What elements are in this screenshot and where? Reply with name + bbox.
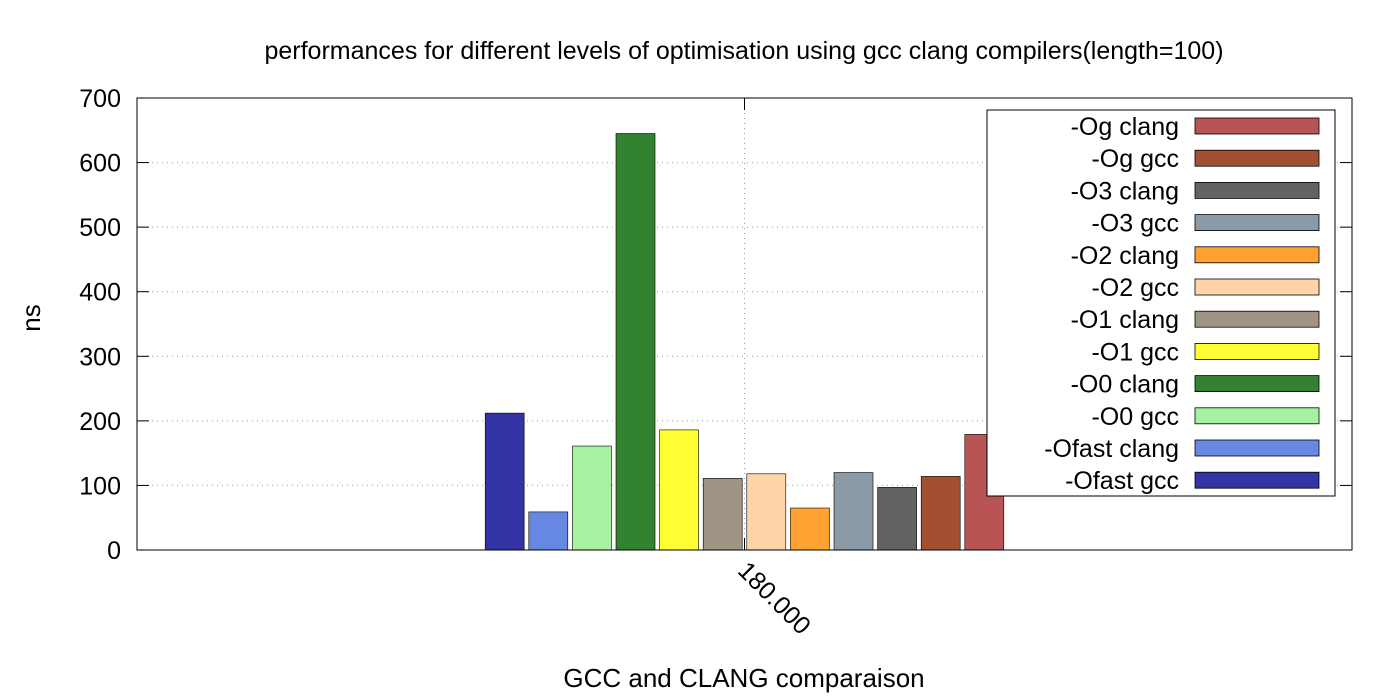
legend-label: -O1 gcc: [1091, 338, 1179, 366]
legend-swatch: [1194, 439, 1320, 457]
legend-label: -Og gcc: [1091, 145, 1179, 173]
legend-swatch: [1194, 117, 1320, 135]
chart-title: performances for different levels of opt…: [264, 37, 1223, 65]
bar: [920, 476, 961, 551]
bars: [484, 133, 1005, 551]
legend-swatch: [1194, 149, 1320, 167]
bar: [484, 412, 525, 551]
bar: [790, 507, 830, 551]
legend-label: -O0 clang: [1071, 371, 1179, 399]
y-tick-label: 400: [79, 279, 121, 307]
bar: [615, 133, 656, 551]
legend-label: -O3 clang: [1071, 177, 1179, 205]
y-axis-label: ns: [16, 304, 46, 331]
legend-swatch: [1194, 471, 1320, 489]
x-axis-label: GCC and CLANG comparaison: [563, 663, 924, 693]
legend-swatch: [1194, 278, 1320, 296]
bar: [572, 445, 612, 551]
y-tick-label: 200: [79, 408, 121, 436]
y-tick-label: 700: [79, 85, 121, 113]
bar: [746, 473, 787, 551]
bar: [659, 429, 699, 551]
legend-label: -Ofast gcc: [1065, 467, 1179, 495]
y-tick-label: 100: [79, 472, 121, 500]
bar: [528, 511, 569, 551]
y-tick-label: 600: [79, 150, 121, 178]
legend-label: -O0 gcc: [1091, 403, 1179, 431]
bar: [833, 472, 874, 551]
legend-label: -O2 clang: [1071, 242, 1179, 270]
bar: [702, 478, 743, 551]
x-tick-label: 180.000: [732, 556, 816, 640]
legend-swatch: [1194, 407, 1320, 425]
legend-label: -Og clang: [1071, 113, 1179, 141]
y-tick-label: 300: [79, 343, 121, 371]
legend-swatch: [1194, 181, 1320, 199]
legend-swatch: [1194, 214, 1320, 232]
legend-swatch: [1194, 342, 1320, 360]
legend-swatch: [1194, 310, 1320, 328]
legend-label: -O1 clang: [1071, 306, 1179, 334]
legend-swatch: [1194, 246, 1320, 264]
legend-swatch: [1194, 375, 1320, 393]
legend-label: -O3 gcc: [1091, 210, 1179, 238]
bar: [877, 487, 917, 551]
legend-label: -Ofast clang: [1044, 435, 1179, 463]
y-tick-label: 500: [79, 214, 121, 242]
grid-lines: [137, 98, 1352, 550]
legend-box: [986, 109, 1336, 497]
legend-label: -O2 gcc: [1091, 274, 1179, 302]
legend: -Og clang -Og gcc -O3 clang -O3 gcc -O2 clan…: [986, 109, 1336, 497]
y-tick-label: 0: [107, 537, 121, 565]
